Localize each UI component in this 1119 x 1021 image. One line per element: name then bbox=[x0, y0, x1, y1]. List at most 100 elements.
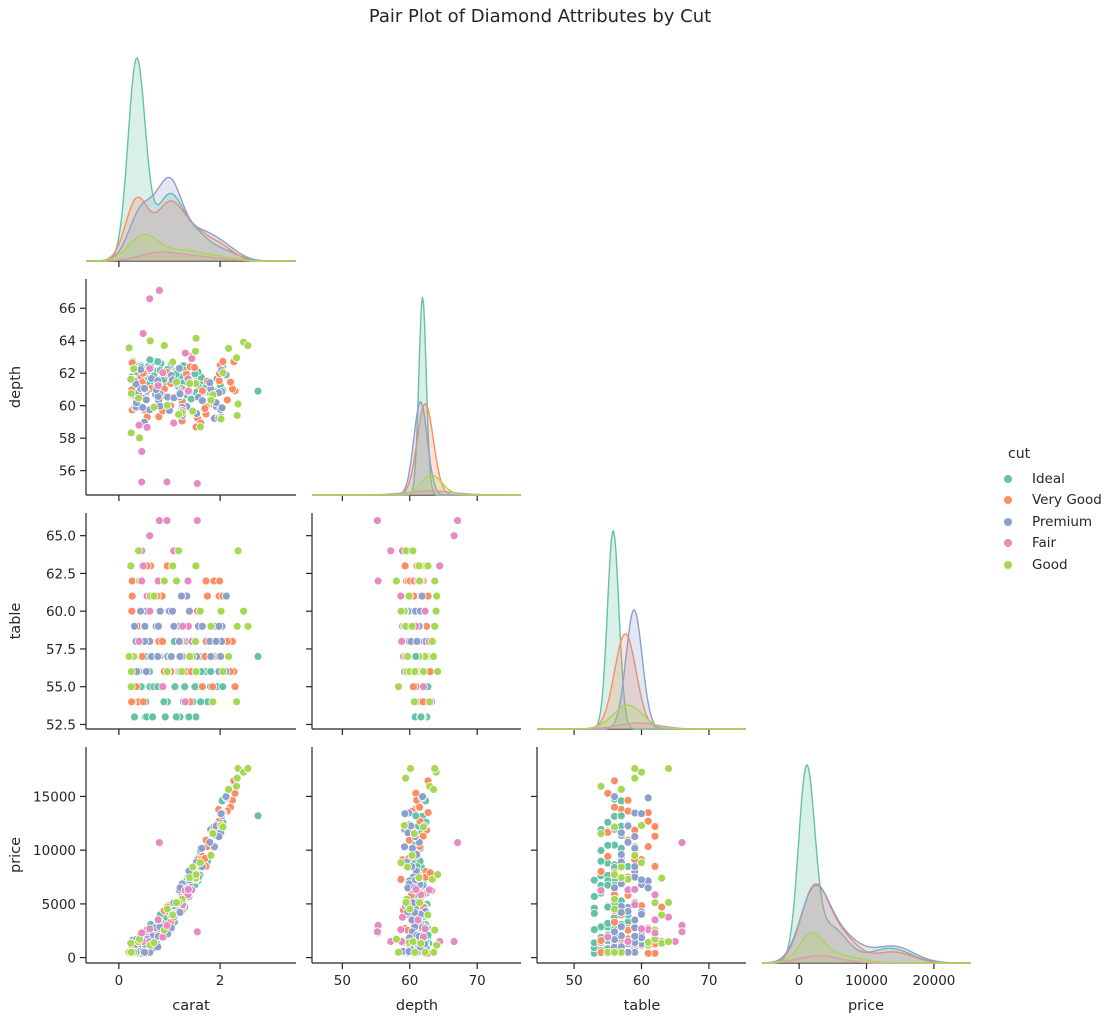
scatter-point bbox=[134, 546, 143, 556]
scatter-point bbox=[637, 809, 646, 819]
kde-area-very-good bbox=[312, 403, 521, 495]
chart-title: Pair Plot of Diamond Attributes by Cut bbox=[368, 6, 712, 27]
scatter-point bbox=[221, 591, 231, 601]
scatter-point bbox=[183, 576, 193, 586]
scatter-point bbox=[373, 576, 383, 586]
scatter-point bbox=[215, 576, 225, 586]
scatter-point bbox=[623, 795, 633, 805]
scatter-point bbox=[232, 411, 242, 420]
scatter-point bbox=[195, 606, 205, 616]
scatter-point bbox=[195, 422, 205, 432]
scatter-point bbox=[433, 870, 443, 879]
y-tick-label: 58 bbox=[59, 431, 76, 447]
scatter-point bbox=[637, 909, 646, 919]
kde-line-good bbox=[537, 704, 746, 730]
scatter-point bbox=[214, 621, 224, 631]
x-tick-label: 50 bbox=[334, 973, 351, 989]
scatter-point bbox=[154, 516, 164, 525]
scatter-point bbox=[211, 637, 221, 646]
scatter-point bbox=[218, 667, 228, 676]
scatter-point bbox=[169, 418, 179, 428]
scatter-point bbox=[162, 516, 172, 525]
scatter-point bbox=[206, 667, 216, 676]
scatter-point bbox=[589, 875, 599, 885]
scatter-point bbox=[401, 898, 411, 907]
scatter-point bbox=[149, 591, 159, 601]
scatter-point bbox=[603, 817, 613, 827]
scatter-point bbox=[191, 561, 201, 571]
scatter-point bbox=[172, 377, 181, 387]
legend-item: Good bbox=[1000, 554, 1112, 576]
kde-area-very-good bbox=[762, 883, 971, 963]
scatter-point bbox=[218, 682, 228, 692]
scatter-point bbox=[415, 898, 425, 908]
y-tick-label: 55.0 bbox=[46, 680, 76, 696]
scatter-point bbox=[206, 395, 216, 405]
scatter-point bbox=[589, 892, 599, 901]
scatter-point bbox=[411, 885, 421, 894]
x-tick-label: 60 bbox=[401, 973, 418, 989]
scatter-point bbox=[420, 947, 430, 957]
scatter-point bbox=[160, 712, 170, 722]
y-tick-label: 15000 bbox=[33, 789, 76, 805]
scatter-point bbox=[148, 712, 158, 722]
kde-area-fair bbox=[762, 955, 971, 963]
scatter-point bbox=[386, 546, 396, 556]
scatter-point bbox=[596, 846, 606, 855]
scatter-point bbox=[169, 621, 179, 631]
scatter-point bbox=[127, 591, 137, 601]
scatter-point bbox=[126, 561, 136, 571]
scatter-point bbox=[190, 682, 200, 692]
scatter-point bbox=[637, 821, 646, 830]
scatter-point bbox=[174, 637, 184, 646]
y-tick-label: 60 bbox=[59, 399, 76, 415]
scatter-point bbox=[141, 667, 151, 676]
scatter-point bbox=[185, 378, 195, 388]
legend-item: Very Good bbox=[1000, 490, 1112, 512]
scatter-point bbox=[135, 433, 144, 443]
scatter-point bbox=[206, 851, 216, 860]
scatter-point bbox=[126, 374, 136, 384]
legend-swatch bbox=[1004, 474, 1012, 483]
kde-area-fair bbox=[537, 723, 746, 729]
scatter-point bbox=[408, 546, 418, 556]
scatter-point bbox=[643, 948, 653, 958]
scatter-point bbox=[175, 652, 185, 661]
scatter-point bbox=[226, 377, 235, 387]
scatter-point bbox=[149, 938, 159, 947]
scatter-point bbox=[192, 479, 202, 489]
scatter-point bbox=[407, 621, 417, 631]
scatter-point bbox=[650, 862, 660, 871]
kde-area-good bbox=[86, 234, 296, 261]
scatter-point bbox=[449, 531, 459, 541]
scatter-point bbox=[208, 829, 218, 838]
scatter-point bbox=[414, 561, 424, 571]
scatter-point bbox=[126, 667, 136, 676]
scatter-point bbox=[394, 682, 403, 692]
scatter-point bbox=[218, 356, 228, 366]
scatter-point bbox=[603, 840, 613, 850]
legend-swatch bbox=[1004, 560, 1012, 569]
scatter-point bbox=[137, 928, 147, 938]
scatter-point bbox=[168, 910, 178, 920]
scatter-point bbox=[418, 792, 428, 801]
scatter-point bbox=[134, 637, 144, 646]
scatter-point bbox=[418, 822, 428, 832]
kde-line-good bbox=[86, 233, 296, 262]
scatter-point bbox=[124, 652, 134, 661]
scatter-point bbox=[417, 591, 427, 601]
scatter-point bbox=[643, 842, 653, 851]
kde-area-premium bbox=[86, 177, 296, 261]
scatter-point bbox=[409, 829, 419, 838]
x-axis-label: depth bbox=[396, 998, 438, 1014]
scatter-point bbox=[196, 697, 206, 707]
scatter-point bbox=[391, 934, 401, 944]
scatter-point bbox=[610, 917, 619, 927]
x-tick-label: 2 bbox=[216, 973, 225, 989]
scatter-point bbox=[400, 842, 409, 852]
scatter-point bbox=[174, 410, 184, 419]
scatter-point bbox=[188, 862, 198, 872]
y-tick-label: 52.5 bbox=[46, 717, 76, 733]
scatter-point bbox=[138, 561, 148, 571]
